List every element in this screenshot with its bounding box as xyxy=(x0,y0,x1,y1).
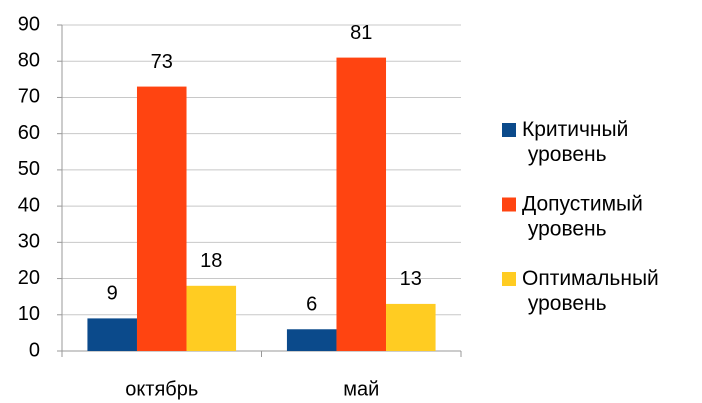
legend-swatch xyxy=(502,197,516,212)
legend-label: Оптимальный уровень xyxy=(522,267,659,315)
data-label: 81 xyxy=(350,22,372,44)
data-label: 6 xyxy=(306,294,317,316)
x-tick-label: октябрь xyxy=(125,378,198,400)
bar xyxy=(286,329,337,351)
bar xyxy=(136,86,187,352)
y-tick-label: 0 xyxy=(29,339,40,361)
legend-label: Критичный уровень xyxy=(522,118,628,166)
y-tick-label: 60 xyxy=(18,122,40,144)
y-tick-label: 80 xyxy=(18,50,40,72)
y-tick-label: 30 xyxy=(18,231,40,253)
data-label: 9 xyxy=(107,283,118,305)
legend-label: Допустимый уровень xyxy=(522,192,643,240)
y-tick-label: 50 xyxy=(18,158,40,180)
x-tick-label: май xyxy=(343,378,379,400)
y-tick-label: 40 xyxy=(18,194,40,216)
data-label: 13 xyxy=(400,268,422,290)
bar xyxy=(336,57,387,351)
data-label: 73 xyxy=(151,51,173,73)
bar xyxy=(87,318,137,351)
y-tick-label: 10 xyxy=(18,303,40,325)
data-label: 18 xyxy=(200,250,222,272)
y-tick-label: 20 xyxy=(18,267,40,289)
bar xyxy=(186,285,237,351)
legend: Критичный уровень Допустимый уровень Оптим… xyxy=(502,118,659,315)
legend-swatch xyxy=(502,123,516,137)
legend-swatch xyxy=(502,272,516,286)
y-tick-label: 70 xyxy=(18,86,40,108)
bar xyxy=(386,303,436,351)
y-tick-label: 90 xyxy=(18,13,40,35)
